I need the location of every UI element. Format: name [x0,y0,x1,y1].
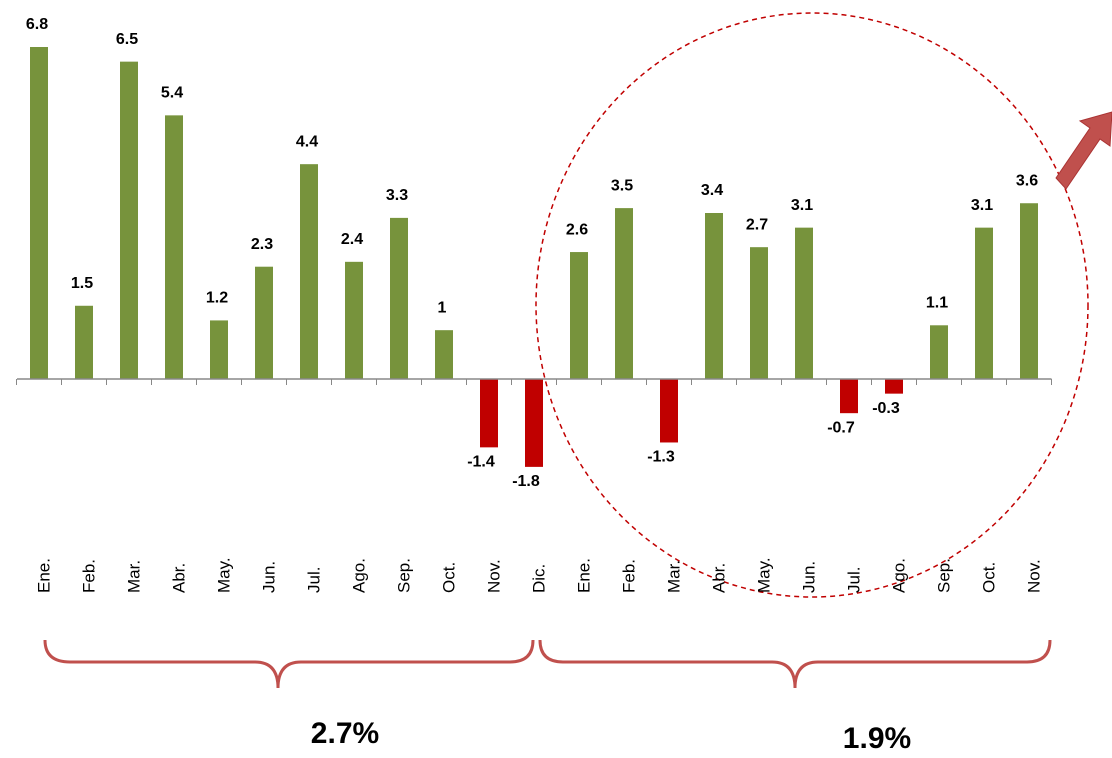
x-tick-label: Ene. [574,558,593,593]
x-tick-label: Jun. [259,561,278,593]
x-tick-label: Ene. [34,558,53,593]
bar [120,61,138,379]
x-tick-label: Sep. [394,558,413,593]
bar [750,247,768,379]
value-label: 2.3 [251,236,273,253]
bar [345,261,363,379]
bar [570,252,588,379]
bar [435,330,453,379]
x-tick-label: Ago. [889,558,908,593]
arrow [1055,111,1112,190]
value-label: 2.7 [746,216,768,233]
x-tick-label: Nov. [484,559,503,593]
bracket [43,639,535,689]
bar [255,266,273,379]
bar [705,213,723,379]
value-label: 1.2 [206,290,228,307]
x-tick-label: Mar. [124,560,143,593]
x-tick-label: Abr. [709,563,728,593]
value-label: 3.3 [386,187,408,204]
value-label: 3.1 [971,197,993,214]
bar [795,227,813,379]
value-label: 2.6 [566,221,588,238]
x-tick-label: Jun. [799,561,818,593]
bar [660,379,678,443]
x-tick-label: Jul. [304,567,323,593]
value-label: 6.5 [116,31,138,48]
bracket [538,639,1052,689]
value-label: -1.4 [467,454,495,471]
bar [525,379,543,467]
value-label: 2.4 [341,231,363,248]
value-label: 4.4 [296,133,318,150]
value-label: 3.5 [611,177,633,194]
bar [30,47,48,379]
x-tick-label: Oct. [979,562,998,593]
x-tick-label: Nov. [1024,559,1043,593]
value-label: 6.8 [26,16,48,33]
value-label: 1.5 [71,275,93,292]
bar [840,379,858,414]
value-label: 3.4 [701,182,723,199]
x-tick-label: Abr. [169,563,188,593]
bar [75,305,93,379]
bar [885,379,903,394]
value-label: -1.3 [647,449,675,466]
highlight-ellipse [535,12,1089,598]
value-label: -0.3 [872,400,900,417]
annotation: 1.9% [843,722,911,755]
value-label: 3.1 [791,197,813,214]
bar [300,164,318,379]
bar [165,115,183,380]
value-label: -0.7 [827,419,855,436]
value-label: 3.6 [1016,172,1038,189]
bar [210,320,228,379]
bar [975,227,993,379]
x-tick-label: Feb. [79,559,98,593]
x-tick-label: Jul. [844,567,863,593]
bar [1020,203,1038,379]
value-label: 1 [438,299,447,316]
bar [390,217,408,379]
x-tick-label: Mar. [664,560,683,593]
value-label: -1.8 [512,473,540,490]
x-tick-label: Sep. [934,558,953,593]
bar [930,325,948,379]
bar [480,379,498,448]
x-tick-label: May. [214,557,233,593]
value-label: 5.4 [161,85,183,102]
annotation: 2.7% [311,717,379,750]
x-tick-label: Feb. [619,559,638,593]
x-tick-label: Dic. [529,564,548,593]
bar [615,208,633,379]
x-tick-label: Ago. [349,558,368,593]
value-label: 1.1 [926,295,948,312]
x-tick-label: May. [754,557,773,593]
x-tick-label: Oct. [439,562,458,593]
